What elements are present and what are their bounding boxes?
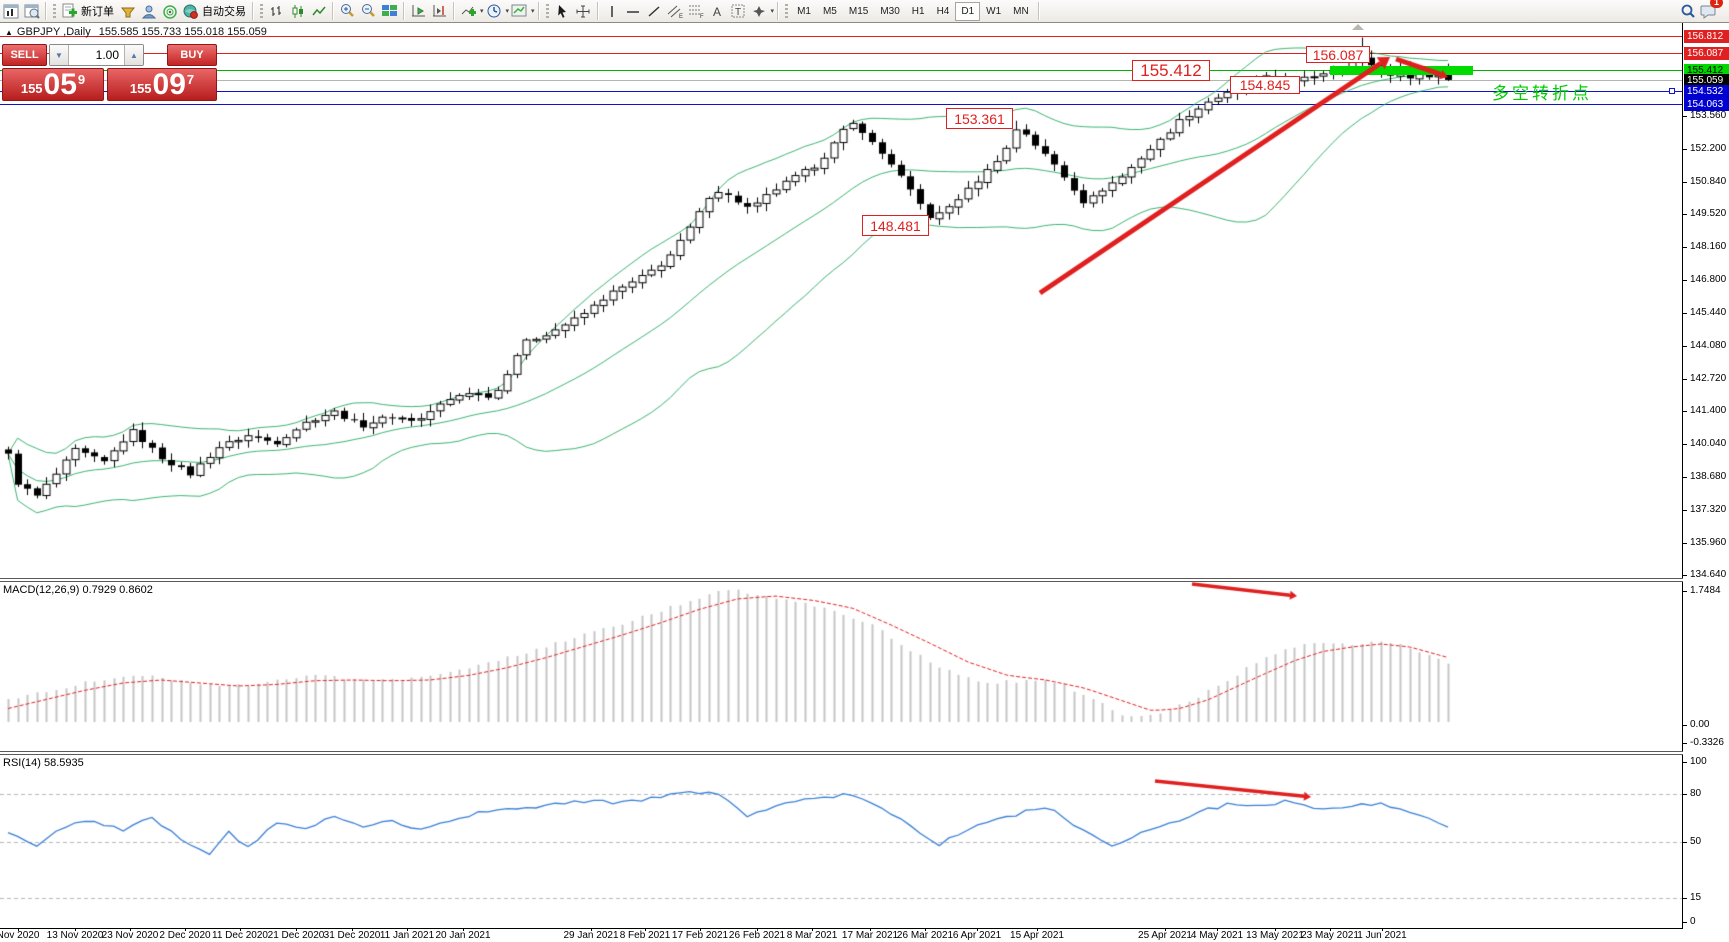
svg-text:T: T — [735, 7, 741, 18]
svg-text:E: E — [679, 14, 683, 19]
toolbar-grip — [53, 3, 56, 19]
horizontal-line-icon[interactable] — [623, 1, 644, 21]
trendline-icon[interactable] — [644, 1, 665, 21]
volume-stepper: ▼ 1.00 ▲ — [49, 44, 144, 66]
timeframe-h1[interactable]: H1 — [911, 5, 925, 17]
arrows-icon[interactable] — [749, 1, 770, 21]
new-order-icon[interactable] — [59, 1, 80, 21]
toolbar-grip — [545, 3, 549, 19]
profiles-icon[interactable] — [21, 1, 42, 21]
data-window-icon[interactable] — [138, 1, 159, 21]
sell-price-big: 05 — [43, 68, 77, 101]
cursor-icon[interactable] — [552, 1, 573, 21]
line-chart-mode-icon[interactable] — [308, 1, 329, 21]
toolbar-separator — [596, 2, 599, 20]
auto-trading-label[interactable]: 自动交易 — [202, 6, 246, 18]
toolbar-separator — [1037, 2, 1040, 20]
macd-label: MACD(12,26,9) 0.7929 0.8602 — [3, 584, 153, 596]
toolbar-separator — [777, 2, 780, 20]
vertical-line-icon[interactable] — [602, 1, 623, 21]
search-icon[interactable] — [1677, 1, 1698, 21]
toolbar-separator — [332, 2, 334, 20]
toolbar-grip — [260, 3, 263, 19]
indicators-dropdown-caret[interactable]: ▾ — [480, 8, 484, 15]
one-click-trading-panel: SELL ▼ 1.00 ▲ BUY 155 05 9 155 09 7 — [2, 44, 218, 101]
toolbar-separator — [403, 2, 405, 20]
timeframe-d1[interactable]: D1 — [955, 1, 981, 21]
price-annotation-148.481[interactable]: 148.481 — [862, 215, 929, 236]
auto-trading-icon[interactable] — [180, 1, 201, 21]
timeframe-mn[interactable]: MN — [1013, 5, 1029, 17]
price-annotation-155.412[interactable]: 155.412 — [1132, 60, 1210, 81]
buy-price-pip: 7 — [186, 72, 195, 87]
price-annotation-153.361[interactable]: 153.361 — [946, 108, 1013, 129]
templates-dropdown-caret[interactable]: ▾ — [531, 8, 535, 15]
main-toolbar: 新订单 自动交易 — [0, 0, 1729, 23]
candlestick-mode-icon[interactable] — [287, 1, 308, 21]
volume-input[interactable]: 1.00 — [69, 45, 124, 65]
periods-icon[interactable] — [484, 1, 505, 21]
arrows-dropdown-caret[interactable]: ▾ — [770, 8, 775, 15]
sell-button[interactable]: SELL — [2, 44, 47, 66]
toolbar-separator — [252, 2, 254, 20]
tile-windows-icon[interactable] — [379, 1, 400, 21]
buy-price-big: 09 — [152, 68, 186, 101]
templates-icon[interactable] — [509, 1, 530, 21]
price-annotation-154.845[interactable]: 154.845 — [1230, 76, 1300, 94]
indicators-icon[interactable] — [458, 1, 479, 21]
timeframe-m15[interactable]: M15 — [848, 5, 869, 17]
timeframe-h4[interactable]: H4 — [936, 5, 950, 17]
navigator-icon[interactable] — [159, 1, 180, 21]
toolbar-grip — [785, 3, 789, 19]
toolbar-separator — [537, 2, 540, 20]
auto-scroll-icon[interactable] — [408, 1, 429, 21]
toolbar-separator — [453, 2, 455, 20]
chart-shift-icon[interactable] — [429, 1, 450, 21]
volume-increase-button[interactable]: ▲ — [124, 45, 143, 65]
notification-badge: 1 — [1709, 0, 1723, 8]
buy-button[interactable]: BUY — [167, 44, 217, 66]
text-label-icon[interactable]: T — [728, 1, 749, 21]
sell-price-pip: 9 — [77, 72, 86, 87]
toolbar-separator — [45, 2, 47, 20]
crosshair-icon[interactable] — [573, 1, 594, 21]
zoom-in-icon[interactable] — [337, 1, 358, 21]
new-order-label[interactable]: 新订单 — [81, 6, 114, 18]
price-annotation-156.087[interactable]: 156.087 — [1306, 46, 1370, 63]
bar-chart-mode-icon[interactable] — [266, 1, 287, 21]
sell-price-button[interactable]: 155 05 9 — [2, 68, 104, 101]
text-icon[interactable]: A — [707, 1, 728, 21]
periods-dropdown-caret[interactable]: ▾ — [505, 8, 510, 15]
equidistant-channel-icon[interactable]: E — [665, 1, 686, 21]
rsi-label: RSI(14) 58.5935 — [3, 757, 84, 769]
new-chart-icon[interactable] — [0, 1, 21, 21]
timeframe-m30[interactable]: M30 — [880, 5, 900, 17]
notifications-icon[interactable]: 1 — [1698, 0, 1723, 21]
buy-price-prefix: 155 — [129, 81, 152, 96]
timeframe-m1[interactable]: M1 — [797, 5, 811, 17]
svg-text:F: F — [700, 14, 704, 19]
sell-price-prefix: 155 — [20, 81, 43, 96]
timeframe-m5[interactable]: M5 — [822, 5, 837, 17]
timeframe-w1[interactable]: W1 — [986, 5, 1002, 17]
market-watch-icon[interactable] — [117, 1, 138, 21]
buy-price-button[interactable]: 155 09 7 — [107, 68, 217, 101]
zoom-out-icon[interactable] — [358, 1, 379, 21]
fibonacci-icon[interactable]: F — [686, 1, 707, 21]
volume-decrease-button[interactable]: ▼ — [50, 45, 69, 65]
svg-text:A: A — [713, 5, 721, 19]
